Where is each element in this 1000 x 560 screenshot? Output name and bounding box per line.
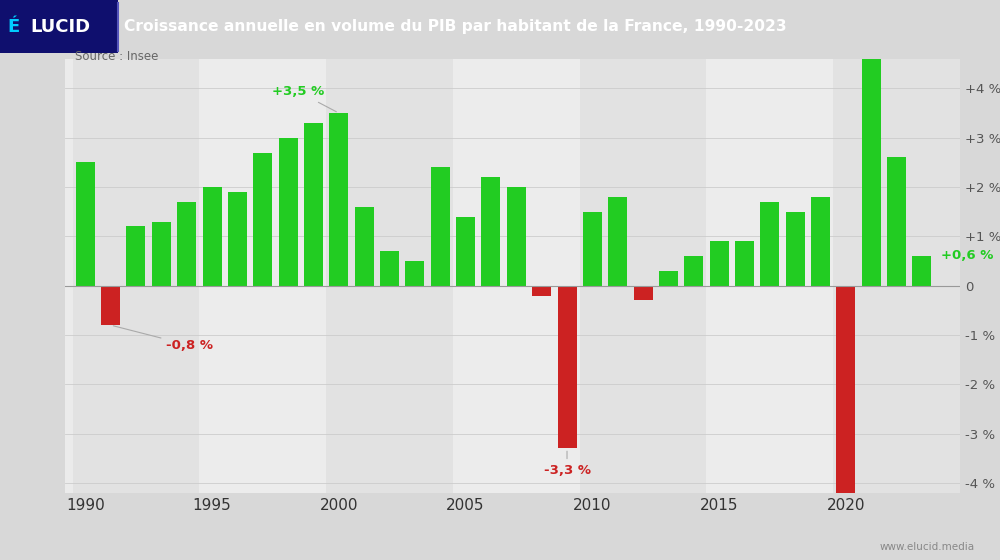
Bar (811, 197, 830, 286)
Bar (355, 207, 374, 286)
Bar (279, 138, 298, 286)
Text: +3,5 %: +3,5 % (272, 85, 336, 112)
Bar (253, 152, 272, 286)
Text: www.elucid.media: www.elucid.media (880, 542, 975, 552)
Bar (152, 222, 171, 286)
Bar (532, 286, 551, 296)
Text: LUCID: LUCID (30, 17, 90, 36)
Bar (836, 286, 855, 560)
Bar (786, 212, 805, 286)
Bar (326, 59, 453, 493)
Bar (199, 59, 326, 493)
Bar (706, 59, 833, 493)
Bar (507, 187, 526, 286)
Bar (456, 217, 475, 286)
Bar (735, 241, 754, 286)
Bar (960, 59, 1000, 493)
Bar (101, 286, 120, 325)
Bar (710, 241, 729, 286)
Bar (304, 123, 323, 286)
Bar (481, 177, 500, 286)
Text: +0,6 %: +0,6 % (941, 249, 993, 262)
Bar (760, 202, 779, 286)
Bar (73, 59, 199, 493)
Text: -0,8 %: -0,8 % (113, 326, 213, 352)
Bar (329, 113, 348, 286)
Bar (431, 167, 450, 286)
Bar (228, 192, 247, 286)
FancyBboxPatch shape (0, 0, 118, 53)
Bar (177, 202, 196, 286)
Bar (608, 197, 627, 286)
Text: Source : Insee: Source : Insee (75, 50, 158, 63)
Bar (659, 271, 678, 286)
Text: -7,6 %: -7,6 % (0, 559, 1, 560)
Bar (912, 256, 931, 286)
Bar (862, 0, 881, 286)
Bar (833, 59, 960, 493)
Text: -3,3 %: -3,3 % (544, 451, 591, 477)
Bar (634, 286, 653, 301)
Bar (887, 157, 906, 286)
Bar (126, 226, 145, 286)
Text: Croissance annuelle en volume du PIB par habitant de la France, 1990-2023: Croissance annuelle en volume du PIB par… (124, 19, 787, 34)
Bar (76, 162, 95, 286)
Text: É: É (7, 17, 19, 36)
Bar (203, 187, 222, 286)
Bar (684, 256, 703, 286)
Text: +6,4 %: +6,4 % (0, 559, 1, 560)
Bar (583, 212, 602, 286)
Bar (380, 251, 399, 286)
Bar (558, 286, 577, 449)
Bar (580, 59, 706, 493)
Bar (405, 261, 424, 286)
Bar (453, 59, 580, 493)
